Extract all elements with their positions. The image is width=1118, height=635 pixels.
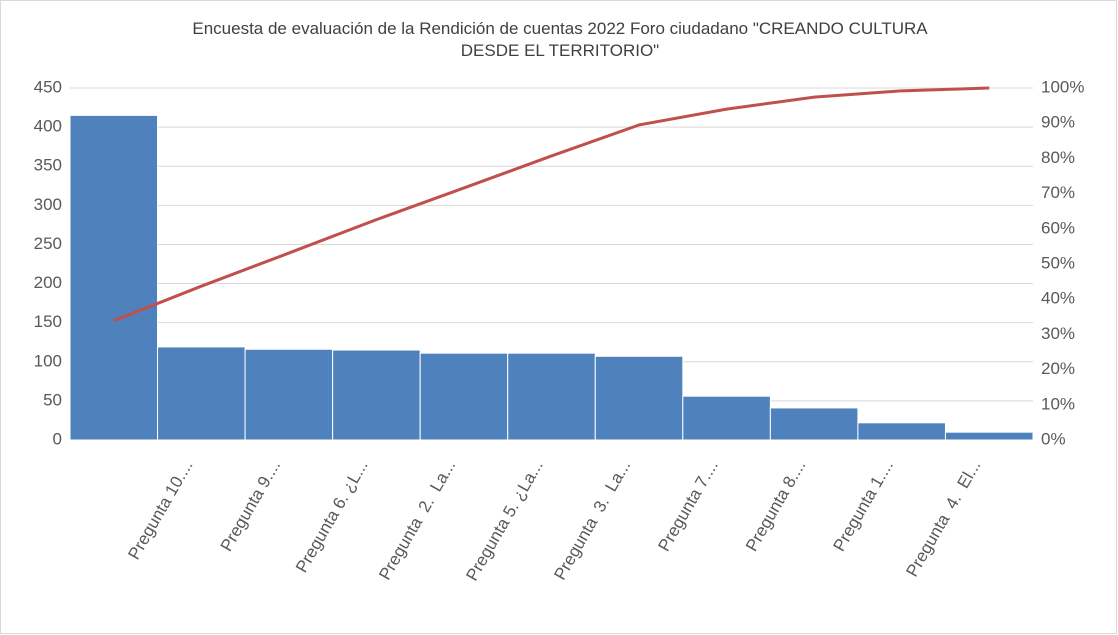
y-tick-label: 350: [34, 156, 62, 175]
bar: [332, 349, 421, 441]
y2-tick-label: 10%: [1041, 394, 1075, 413]
y-tick-label: 450: [34, 77, 62, 96]
bar: [419, 352, 509, 441]
chart-title: Encuesta de evaluación de la Rendición d…: [192, 19, 928, 60]
y-tick-label: 100: [34, 351, 62, 370]
y2-tick-label: 60%: [1041, 218, 1075, 237]
y-tick-label: 300: [34, 195, 62, 214]
y-tick-label: 0: [53, 429, 62, 448]
bar: [157, 346, 246, 441]
bar: [682, 395, 771, 441]
cumulative-line: [113, 86, 990, 323]
y-tick-label: 50: [43, 390, 62, 409]
bar: [857, 422, 946, 441]
y-tick-label: 250: [34, 234, 62, 253]
bar: [69, 114, 159, 441]
y-tick-label: 400: [34, 117, 62, 136]
y2-tick-label: 100%: [1041, 77, 1084, 96]
y2-tick-label: 80%: [1041, 148, 1075, 167]
y2-tick-label: 40%: [1041, 289, 1075, 308]
bar: [507, 352, 596, 441]
bar: [594, 355, 684, 441]
y2-tick-label: 30%: [1041, 324, 1075, 343]
bar: [244, 348, 334, 441]
y-tick-label: 150: [34, 312, 62, 331]
bar: [944, 431, 1034, 441]
y2-tick-label: 20%: [1041, 359, 1075, 378]
bar: [769, 407, 859, 441]
y2-tick-label: 0%: [1041, 429, 1066, 448]
y-tick-label: 200: [34, 273, 62, 292]
y2-tick-label: 90%: [1041, 113, 1075, 132]
y2-tick-label: 70%: [1041, 183, 1075, 202]
y2-tick-label: 50%: [1041, 253, 1075, 272]
